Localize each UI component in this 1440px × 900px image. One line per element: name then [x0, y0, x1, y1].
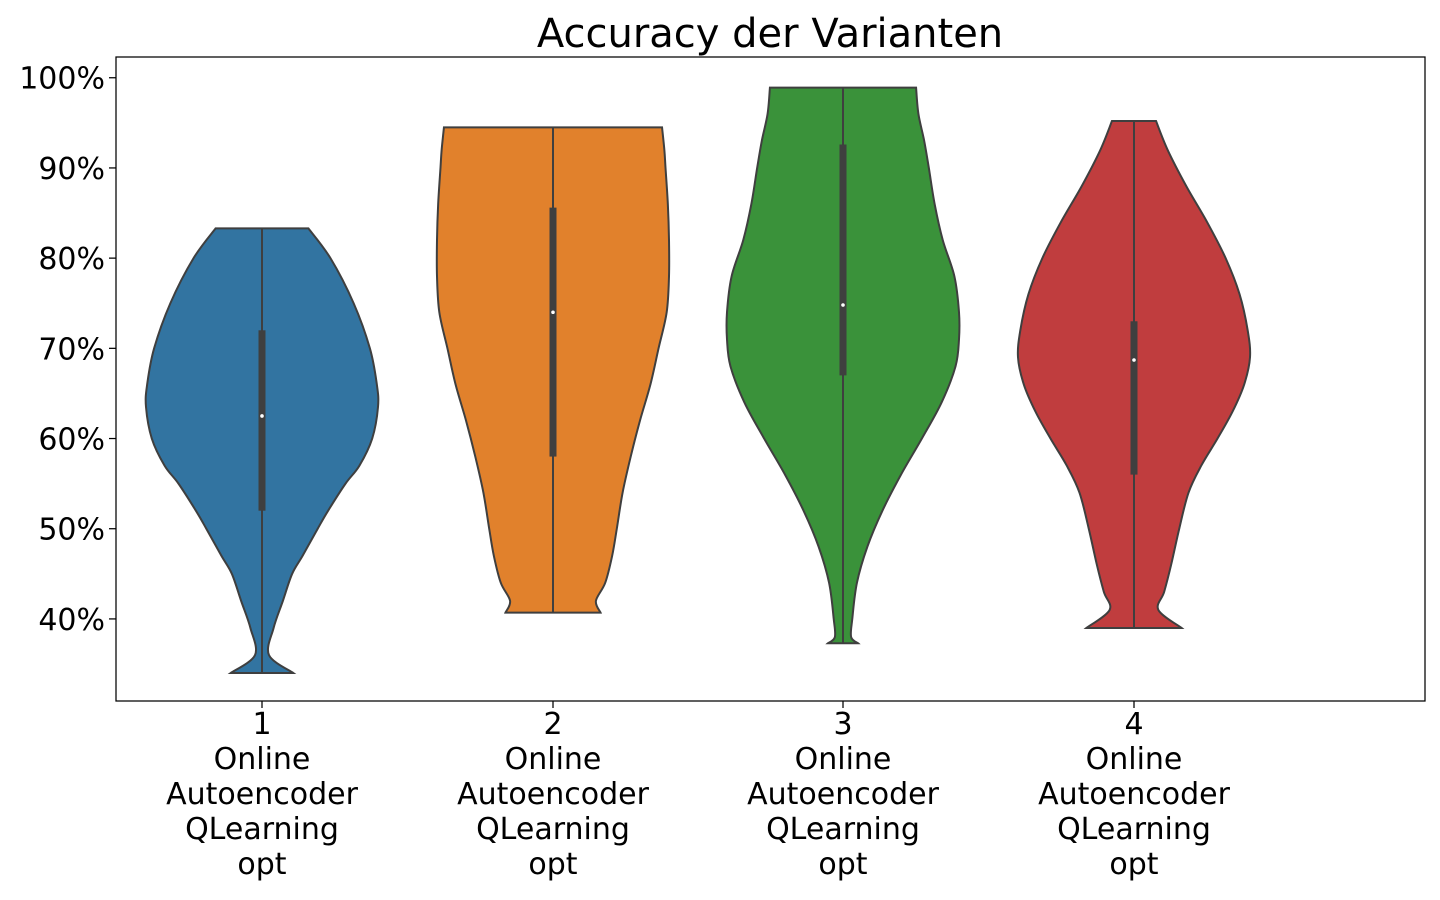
y-tick-label: 60% — [38, 423, 105, 458]
violin-median-dot-1 — [260, 414, 264, 418]
chart-title: Accuracy der Varianten — [537, 11, 1003, 57]
x-tick-label-line: opt — [818, 847, 867, 882]
x-tick-label-line: QLearning — [1057, 812, 1211, 847]
violin-group-3 — [725, 86, 961, 645]
violins-group — [144, 86, 1252, 675]
x-tick-label-line: opt — [1109, 847, 1158, 882]
x-tick-label-line: Autoencoder — [457, 777, 649, 812]
x-tick-label-index: 4 — [1124, 707, 1143, 742]
x-tick-label-line: Autoencoder — [166, 777, 358, 812]
x-tick-label-line: Autoencoder — [1038, 777, 1230, 812]
x-tick-label-line: QLearning — [476, 812, 630, 847]
y-tick-label: 40% — [38, 603, 105, 638]
violin-group-1 — [144, 227, 380, 675]
y-tick-label: 50% — [38, 513, 105, 548]
violin-iqr-box-3 — [839, 144, 847, 376]
x-tick-label-line: opt — [528, 847, 577, 882]
violin-median-dot-4 — [1132, 358, 1136, 362]
x-tick-label-line: Online — [505, 742, 602, 777]
x-tick-label-index: 1 — [252, 707, 271, 742]
x-tick-label-line: opt — [237, 847, 286, 882]
violin-group-2 — [435, 126, 671, 614]
y-tick-label: 70% — [38, 332, 105, 367]
violin-iqr-box-2 — [549, 207, 557, 457]
x-tick-label-line: Online — [1086, 742, 1183, 777]
x-axis: 1OnlineAutoencoderQLearningopt2OnlineAut… — [166, 701, 1231, 882]
x-tick-label-line: Autoencoder — [747, 777, 939, 812]
y-tick-label: 100% — [19, 62, 105, 97]
violin-iqr-box-1 — [258, 330, 266, 511]
violin-median-dot-3 — [841, 303, 845, 307]
y-axis: 40% 50% 60% 70% 80% 90% 100% — [19, 62, 116, 638]
x-tick-label-line: QLearning — [766, 812, 920, 847]
violin-median-dot-2 — [551, 310, 555, 315]
violin-iqr-box-4 — [1130, 321, 1138, 475]
plot-frame — [115, 56, 1426, 702]
y-tick-label: 80% — [38, 242, 105, 277]
x-tick-label-line: QLearning — [185, 812, 339, 847]
x-tick-label-index: 2 — [543, 707, 562, 742]
x-tick-label-line: Online — [214, 742, 311, 777]
violin-group-4 — [1016, 120, 1252, 629]
x-tick-label-index: 3 — [833, 707, 852, 742]
x-tick-label-line: Online — [795, 742, 892, 777]
y-tick-label: 90% — [38, 152, 105, 187]
